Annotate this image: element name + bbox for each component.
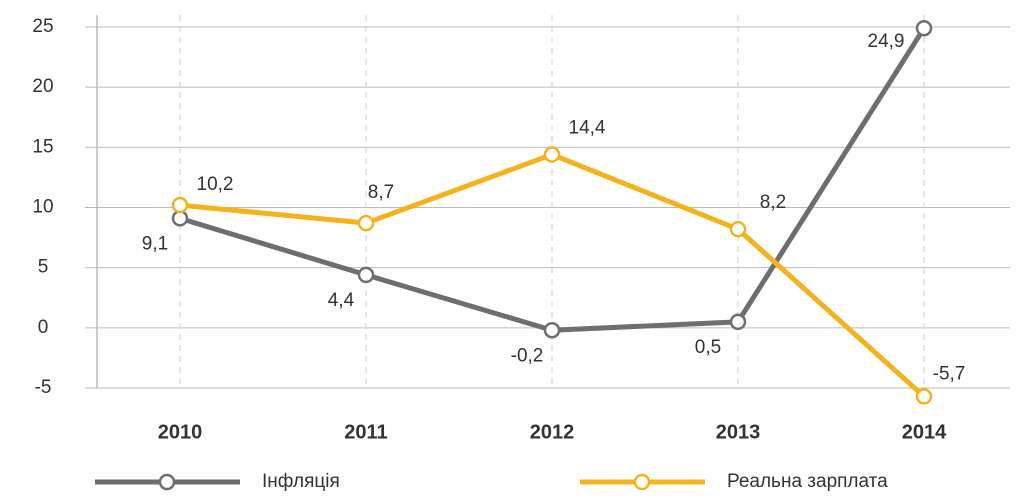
y-tick-label: 10 xyxy=(32,197,53,218)
y-tick-label: 25 xyxy=(32,16,53,37)
y-tick-label: 15 xyxy=(32,136,53,157)
point-marker xyxy=(729,220,747,238)
x-tick-label: 2012 xyxy=(530,421,575,443)
x-tick-label: 2010 xyxy=(158,421,203,443)
data-label: 9,1 xyxy=(142,233,168,254)
point-marker xyxy=(171,210,189,227)
data-label: -5,7 xyxy=(933,363,966,384)
point-marker xyxy=(729,313,747,331)
legend-label: Реальна зарплата xyxy=(727,471,888,492)
data-label: 8,7 xyxy=(368,182,394,203)
point-marker xyxy=(357,214,375,232)
data-label: 14,4 xyxy=(569,118,606,139)
legend-marker xyxy=(158,473,176,491)
legend-label: Інфляція xyxy=(262,471,340,492)
x-tick-label: 2011 xyxy=(344,421,387,443)
data-label: 0,5 xyxy=(695,337,721,358)
y-tick-label: 5 xyxy=(38,257,49,278)
point-marker xyxy=(543,321,561,339)
point-marker xyxy=(915,388,933,405)
y-tick-label: 20 xyxy=(32,76,53,97)
data-label: 24,9 xyxy=(868,31,905,52)
data-label: 4,4 xyxy=(328,290,355,311)
point-marker xyxy=(357,266,375,284)
point-marker xyxy=(171,196,189,214)
legend-marker xyxy=(633,473,651,491)
point-marker xyxy=(915,19,933,37)
data-label: 8,2 xyxy=(760,192,786,213)
y-tick-label: -5 xyxy=(35,377,52,398)
y-tick-label: 0 xyxy=(38,317,49,338)
data-label: 10,2 xyxy=(197,174,234,195)
data-label: -0,2 xyxy=(511,345,544,366)
x-tick-label: 2013 xyxy=(716,421,761,443)
x-tick-label: 2014 xyxy=(902,421,947,443)
point-marker xyxy=(543,146,561,163)
